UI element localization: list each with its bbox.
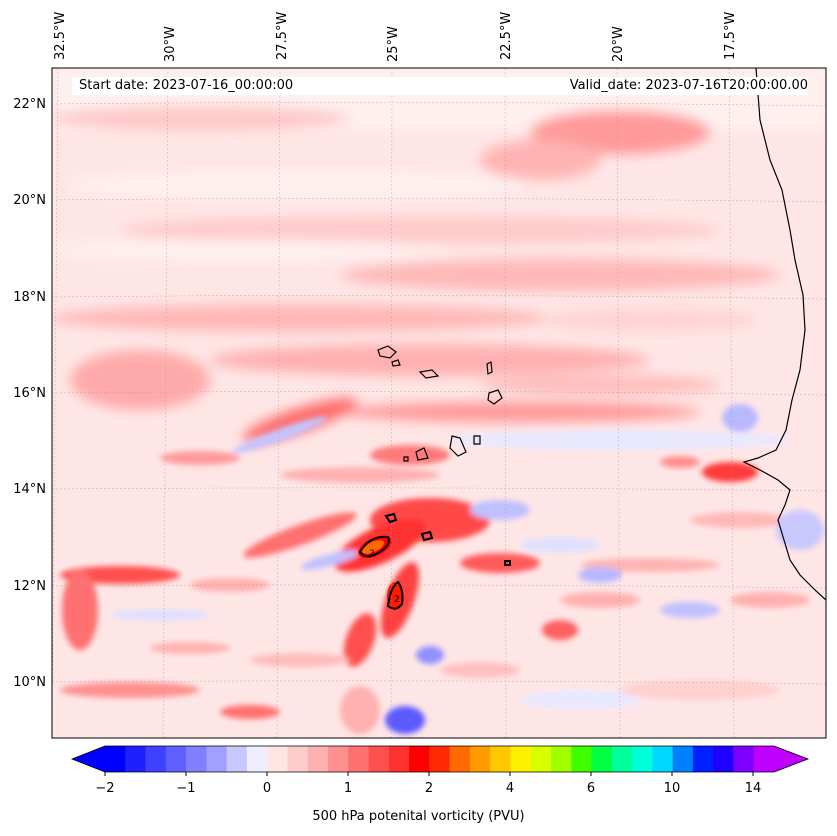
colorbar-segment — [105, 746, 126, 772]
colorbar-segment — [206, 746, 228, 772]
colorbar-segment — [186, 746, 207, 772]
info-bar — [72, 77, 808, 95]
colorbar-segment — [409, 746, 430, 772]
colorbar-segment — [165, 746, 187, 772]
colorbar-tick: 1 — [343, 781, 353, 796]
contour-label: 2 — [369, 549, 375, 559]
colorbar-tick: 0 — [262, 781, 272, 796]
pv-contour-2 — [358, 512, 511, 610]
colorbar-tick: −1 — [176, 781, 196, 796]
colorbar-segment — [145, 746, 167, 772]
colorbar-segment — [733, 746, 755, 772]
lon-label: 27.5°W — [275, 11, 290, 60]
colorbar-segment — [226, 746, 248, 772]
colorbar-segment — [571, 746, 593, 772]
colorbar-segment — [348, 746, 370, 772]
colorbar-segment — [692, 746, 714, 772]
colorbar-segment — [753, 746, 775, 772]
colorbar-segment — [530, 746, 552, 772]
lat-label: 20°N — [13, 193, 46, 208]
colorbar-segment — [368, 746, 390, 772]
colorbar-tick: −2 — [95, 781, 115, 796]
colorbar-segment — [713, 746, 734, 772]
colorbar-segment — [551, 746, 572, 772]
lat-label: 14°N — [13, 482, 46, 497]
colorbar-extend-min — [72, 746, 105, 772]
colorbar-tick: 14 — [744, 781, 762, 796]
colorbar-segment — [591, 746, 613, 772]
colorbar — [70, 745, 810, 776]
contour-label: 2 — [394, 595, 400, 605]
lat-label: 18°N — [13, 290, 46, 305]
colorbar-segment — [307, 746, 329, 772]
colorbar-segment — [449, 746, 471, 772]
colorbar-title: 500 hPa potenital vorticity (PVU) — [312, 809, 525, 824]
colorbar-segment — [611, 746, 633, 772]
lat-label: 10°N — [13, 675, 46, 690]
colorbar-segment — [510, 746, 532, 772]
colorbar-segment — [672, 746, 694, 772]
colorbar-tick: 10 — [663, 781, 681, 796]
lat-label: 22°N — [13, 97, 46, 112]
colorbar-segment — [652, 746, 674, 772]
colorbar-extend-max — [774, 746, 808, 772]
lon-label: 32.5°W — [53, 11, 68, 60]
lat-label: 16°N — [13, 386, 46, 401]
map-frame — [51, 67, 827, 739]
pv-field: 2 2 — [52, 68, 826, 738]
colorbar-segment — [632, 746, 653, 772]
coastline — [377, 68, 826, 601]
colorbar-segment — [328, 746, 349, 772]
colorbar-tick: 4 — [505, 781, 515, 796]
lon-label: 25°W — [386, 26, 401, 62]
lon-label: 22.5°W — [499, 11, 514, 60]
colorbar-segment — [287, 746, 309, 772]
colorbar-segment — [246, 746, 268, 772]
lon-label: 20°W — [611, 26, 626, 62]
colorbar-segment — [125, 746, 147, 772]
colorbar-segment — [469, 746, 491, 772]
colorbar-tick: 6 — [586, 781, 596, 796]
colorbar-tick: 2 — [424, 781, 434, 796]
colorbar-segment — [429, 746, 451, 772]
lon-label: 30°W — [163, 26, 178, 62]
valid-date-label: Valid_date: 2023-07-16T20:00:00.00 — [569, 78, 808, 93]
lon-label: 17.5°W — [723, 11, 738, 60]
start-date-label: Start date: 2023-07-16_00:00:00 — [79, 78, 294, 93]
colorbar-segment — [388, 746, 410, 772]
lat-label: 12°N — [13, 579, 46, 594]
colorbar-segment — [490, 746, 511, 772]
colorbar-segment — [267, 746, 288, 772]
